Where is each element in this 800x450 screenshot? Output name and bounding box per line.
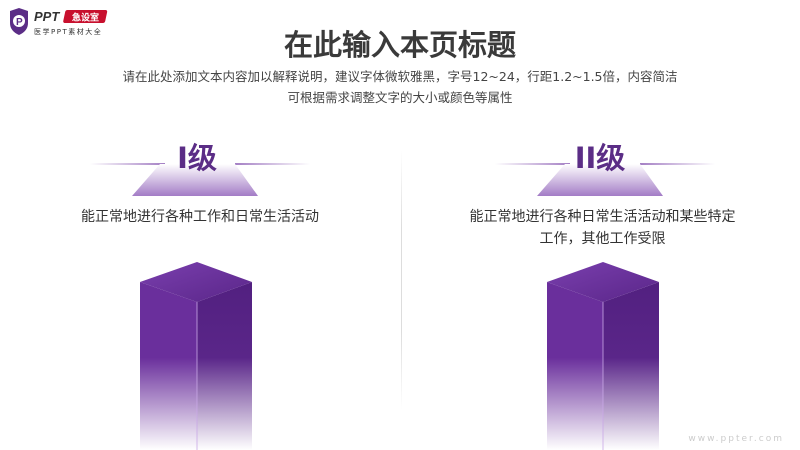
svg-text:医学PPT素材大全: 医学PPT素材大全: [34, 27, 102, 36]
level-1-pedestal: [90, 163, 310, 196]
svg-text:PPT: PPT: [34, 9, 60, 24]
page-title: 在此输入本页标题: [283, 28, 516, 62]
logo: P PPT 急设室 医学PPT素材大全: [10, 8, 108, 36]
level-2-description-line-1: 能正常地进行各种日常生活活动和某些特定: [469, 209, 736, 225]
level-1-description: 能正常地进行各种工作和日常生活活动: [81, 209, 319, 225]
level-2-cube: [547, 262, 659, 450]
subtitle-line-2: 可根据需求调整文字的大小或颜色等属性: [287, 90, 513, 105]
svg-text:P: P: [16, 17, 23, 28]
level-2-description-line-2: 工作，其他工作受限: [539, 231, 666, 247]
level-1-label: I级: [177, 141, 217, 175]
watermark: www.ppter.com: [688, 434, 784, 444]
svg-text:急设室: 急设室: [72, 12, 99, 24]
subtitle-line-1: 请在此处添加文本内容加以解释说明，建议字体微软雅黑，字号12~24，行距1.2~…: [122, 69, 678, 84]
level-2-label: II级: [574, 141, 626, 175]
level-1-cube: [140, 262, 252, 450]
column-divider: [401, 150, 402, 410]
level-2-pedestal: [495, 163, 715, 196]
